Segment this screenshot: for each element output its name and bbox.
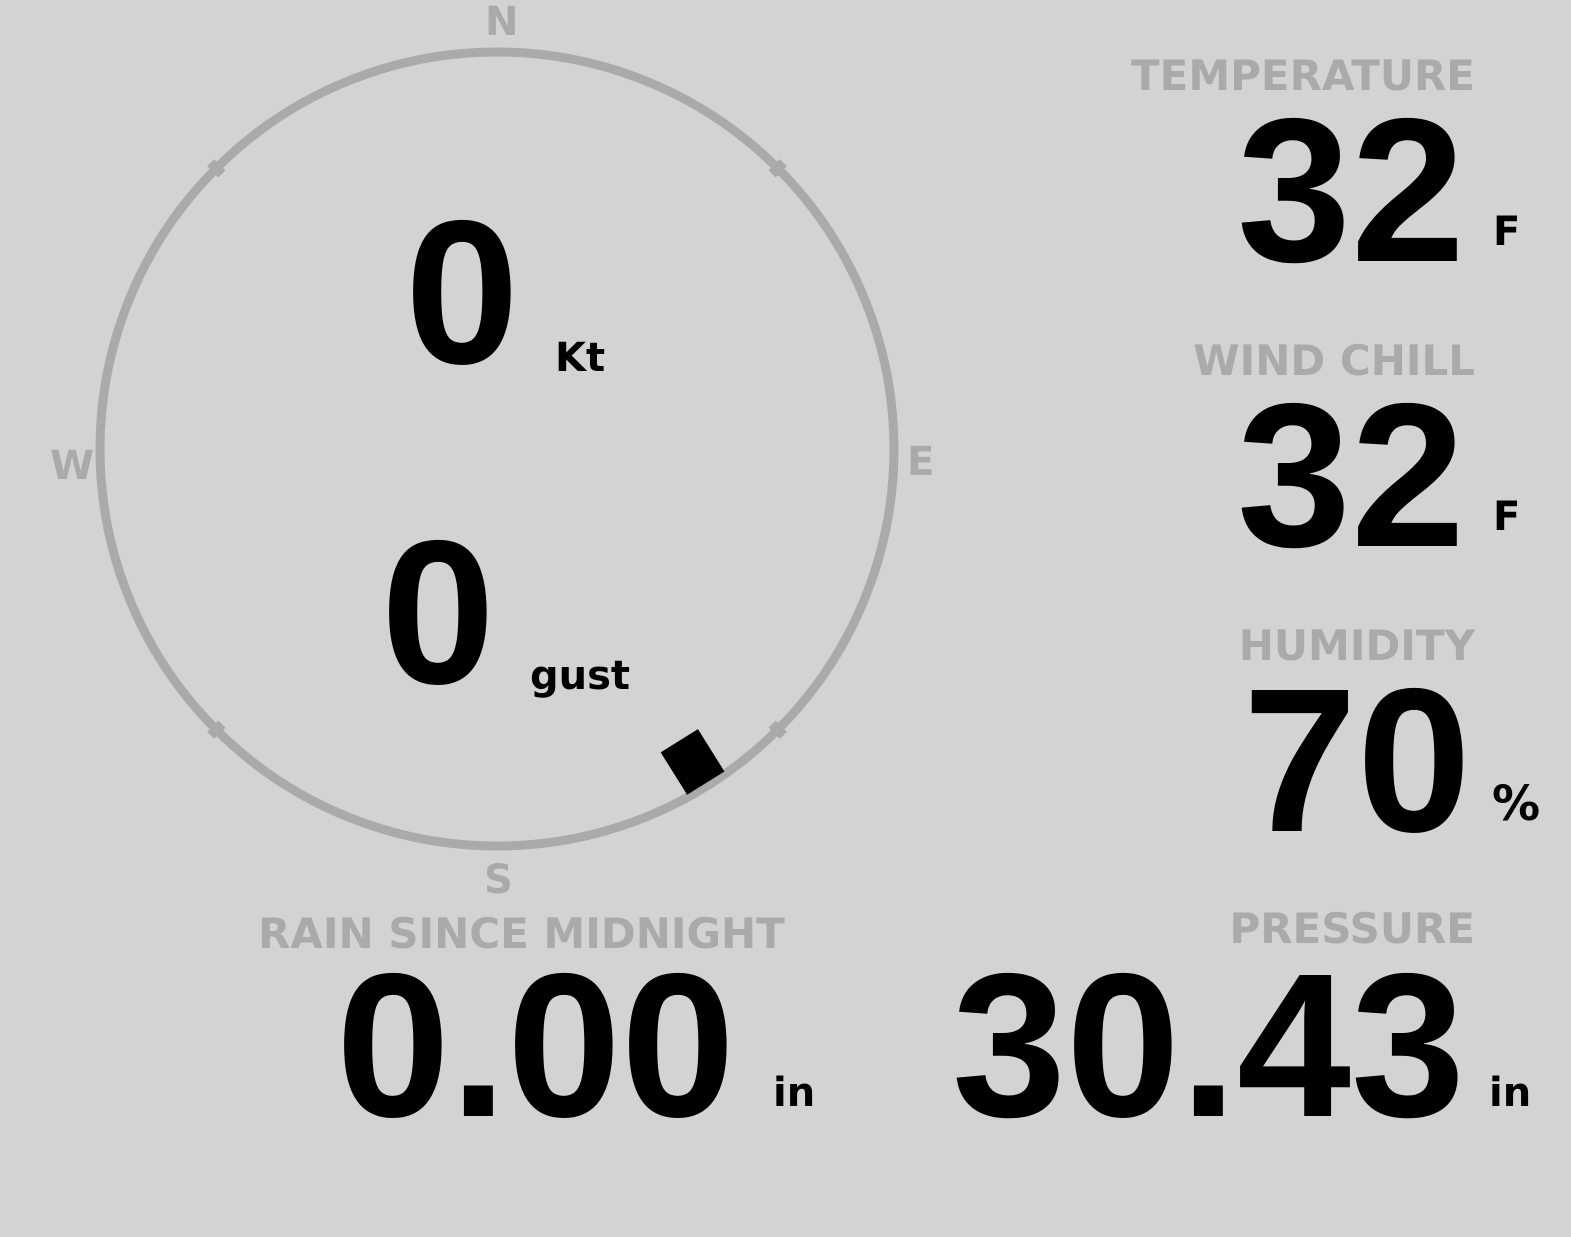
compass-tick	[768, 720, 787, 739]
compass-tick	[207, 159, 226, 178]
compass-south: S	[484, 857, 513, 903]
wind-gust-value: 0	[381, 498, 496, 727]
compass-north: N	[485, 0, 519, 45]
compass-ticks	[207, 159, 787, 739]
compass-east: E	[907, 439, 935, 485]
wind-speed-value: 0	[405, 178, 520, 407]
pressure-value: 30.43	[951, 931, 1465, 1160]
compass-tick	[207, 720, 226, 739]
rain-value: 0.00	[336, 931, 735, 1160]
wind-chill-value: 32	[1236, 361, 1465, 590]
humidity-unit: %	[1492, 776, 1541, 832]
compass-tick	[768, 159, 787, 178]
humidity-label: HUMIDITY	[1238, 621, 1475, 670]
compass-ring	[95, 47, 899, 851]
pressure-label: PRESSURE	[1229, 904, 1475, 953]
rain-unit: in	[773, 1070, 816, 1116]
compass-west: W	[50, 443, 95, 489]
wind-speed-unit: Kt	[555, 335, 606, 381]
wind-gust-unit: gust	[530, 653, 631, 699]
wind-direction-marker	[660, 729, 725, 795]
wind-chill-unit: F	[1493, 494, 1521, 540]
pressure-unit: in	[1489, 1070, 1532, 1116]
rain-label: RAIN SINCE MIDNIGHT	[258, 909, 785, 958]
temperature-unit: F	[1493, 209, 1521, 255]
humidity-value: 70	[1242, 646, 1471, 875]
temperature-label: TEMPERATURE	[1131, 51, 1475, 100]
temperature-value: 32	[1236, 76, 1465, 305]
wind-chill-label: WIND CHILL	[1193, 336, 1475, 385]
